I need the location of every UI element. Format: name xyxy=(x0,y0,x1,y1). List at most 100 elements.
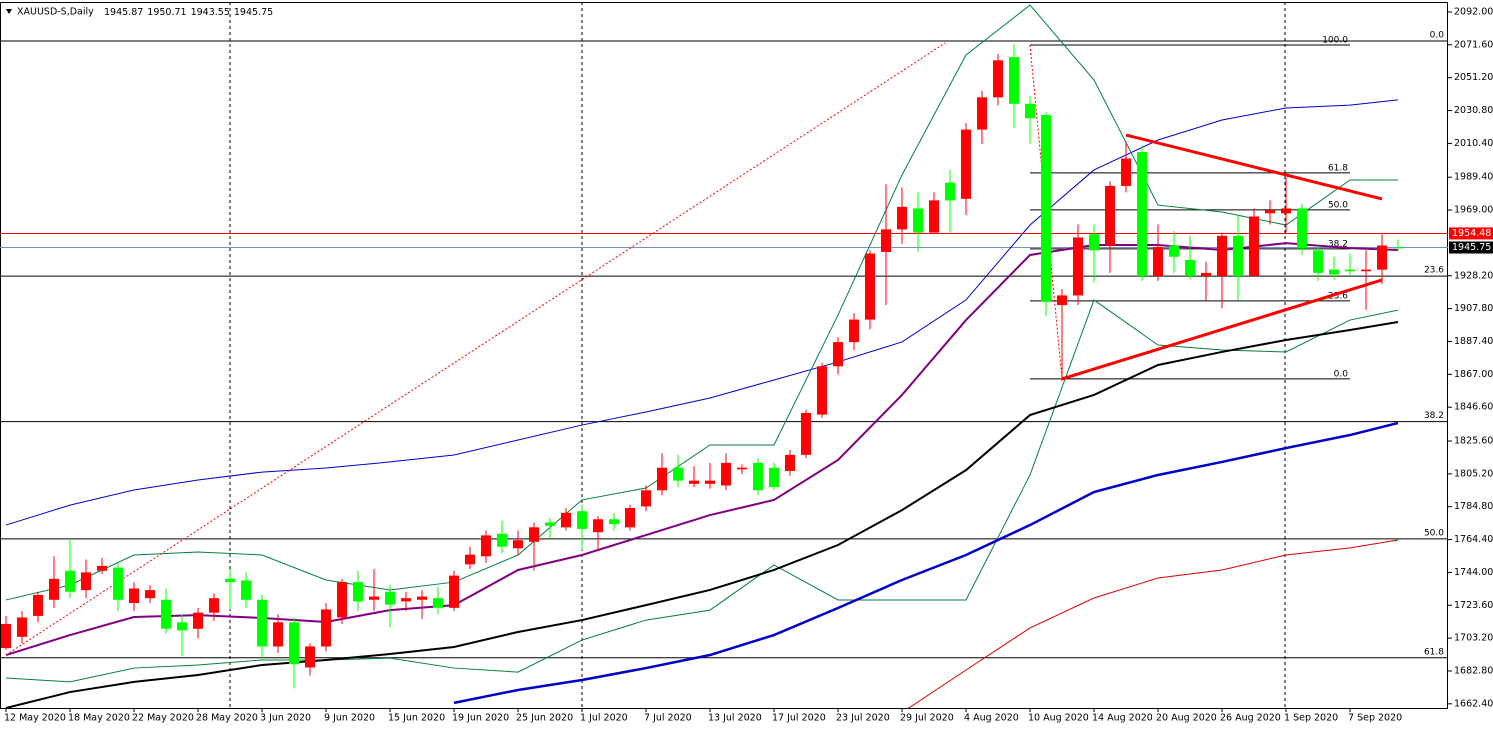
y-tick-label: 1682.80 xyxy=(1454,665,1493,676)
y-tick-label: 2092.00 xyxy=(1454,6,1493,17)
candle-body xyxy=(145,590,155,599)
header-low: 1943.55 xyxy=(191,7,230,18)
candle-body xyxy=(593,519,603,533)
candle-body xyxy=(289,622,299,665)
fib-label: 0.0 xyxy=(1430,30,1445,40)
y-tick-label: 1846.60 xyxy=(1454,402,1493,413)
candle-body xyxy=(897,206,907,230)
y-tick-label: 1784.80 xyxy=(1454,501,1493,512)
candle-body xyxy=(161,599,171,629)
y-tick-label: 1703.20 xyxy=(1454,633,1493,644)
candle-body xyxy=(529,527,539,542)
candle-body xyxy=(545,522,555,526)
candle-body xyxy=(1313,250,1323,273)
y-tick-label: 2030.80 xyxy=(1454,105,1493,116)
candle-body xyxy=(497,533,507,547)
y-tick-label: 1867.00 xyxy=(1454,369,1493,380)
ohlc-header: 1945.87 1950.71 1943.55 1945.75 xyxy=(104,7,273,18)
x-tick-label: 7 Jul 2020 xyxy=(644,713,692,724)
fib-retracement-label: 50.0 xyxy=(1328,200,1348,210)
x-tick-label: 9 Jun 2020 xyxy=(324,713,375,724)
candle-body xyxy=(1297,208,1307,249)
candle-body xyxy=(1169,245,1179,257)
fib-retracement-label: 61.8 xyxy=(1328,163,1348,173)
candle-body xyxy=(449,575,459,608)
candle-body xyxy=(417,596,427,600)
x-tick-label: 18 May 2020 xyxy=(68,713,130,724)
candle-body xyxy=(1233,235,1243,277)
x-tick-label: 1 Sep 2020 xyxy=(1284,713,1338,724)
candle-body xyxy=(977,97,987,130)
candle-body xyxy=(305,646,315,668)
x-tick-label: 15 Jun 2020 xyxy=(388,713,445,724)
candle-body xyxy=(241,580,251,600)
candle-body xyxy=(849,319,859,343)
candle-body xyxy=(65,570,75,592)
candle-body xyxy=(1377,245,1387,270)
indicator-line xyxy=(907,539,1399,708)
candle-body xyxy=(737,467,747,470)
fib-label: 50.0 xyxy=(1424,528,1444,538)
price-line-box xyxy=(1449,227,1493,240)
candle-body xyxy=(689,480,699,484)
x-tick-label: 23 Jul 2020 xyxy=(836,713,890,724)
x-tick-label: 7 Sep 2020 xyxy=(1348,713,1402,724)
candle-body xyxy=(721,462,731,486)
candle-body xyxy=(993,60,1003,98)
x-tick-label: 22 May 2020 xyxy=(132,713,194,724)
candle-body xyxy=(1089,234,1099,251)
y-tick-label: 2071.60 xyxy=(1454,39,1493,50)
candle-body xyxy=(753,462,763,491)
indicator-line xyxy=(5,4,1398,601)
x-tick-label: 19 Jun 2020 xyxy=(452,713,509,724)
fib-label: 23.6 xyxy=(1424,266,1444,276)
header-open: 1945.87 xyxy=(104,7,143,18)
plot-frame xyxy=(0,2,1448,709)
candle-body xyxy=(561,512,571,528)
fib-retracement-label: 100.0 xyxy=(1322,35,1348,45)
y-tick-label: 2051.20 xyxy=(1454,72,1493,83)
candle-body xyxy=(1281,208,1291,214)
candle-body xyxy=(81,572,91,591)
candle-body xyxy=(833,342,843,367)
candle-body xyxy=(17,617,27,637)
candle-body xyxy=(1009,57,1019,104)
y-tick-label: 1764.40 xyxy=(1454,534,1493,545)
candle-body xyxy=(1201,272,1211,277)
candle-body xyxy=(1265,210,1275,214)
candle-body xyxy=(225,578,235,583)
y-tick-label: 1825.60 xyxy=(1454,435,1493,446)
x-tick-label: 17 Jul 2020 xyxy=(772,713,826,724)
y-tick-label: 1907.80 xyxy=(1454,303,1493,314)
price-line-label: 1954.48 xyxy=(1452,228,1491,239)
candle-body xyxy=(1137,152,1147,277)
y-tick-label: 2010.40 xyxy=(1454,138,1493,149)
candle-body xyxy=(1217,235,1227,277)
x-tick-label: 29 Jul 2020 xyxy=(900,713,954,724)
y-tick-label: 1805.20 xyxy=(1454,468,1493,479)
candle-body xyxy=(433,598,443,608)
trendline xyxy=(1125,133,1383,201)
candle-body xyxy=(577,511,587,529)
x-tick-label: 12 May 2020 xyxy=(4,713,66,724)
candle-body xyxy=(1073,237,1083,296)
candle-body xyxy=(481,535,491,557)
candle-body xyxy=(961,129,971,199)
candle-body xyxy=(1185,259,1195,277)
candle-body xyxy=(1057,295,1067,306)
candle-body xyxy=(1153,247,1163,277)
fib-retracement-label: 0.0 xyxy=(1334,369,1349,379)
x-tick-label: 4 Aug 2020 xyxy=(964,713,1019,724)
candle-body xyxy=(33,594,43,616)
y-tick-label: 1989.40 xyxy=(1454,172,1493,183)
indicator-line xyxy=(5,99,1399,526)
x-tick-label: 1 Jul 2020 xyxy=(580,713,628,724)
y-tick-label: 1662.40 xyxy=(1454,698,1493,709)
candle-body xyxy=(609,519,619,525)
candle-body xyxy=(673,467,683,481)
candle-body xyxy=(337,582,347,618)
fib-retracement-label: 38.2 xyxy=(1328,239,1348,249)
candle-body xyxy=(929,200,939,233)
indicator-line xyxy=(5,299,1399,683)
x-tick-label: 3 Jun 2020 xyxy=(260,713,311,724)
